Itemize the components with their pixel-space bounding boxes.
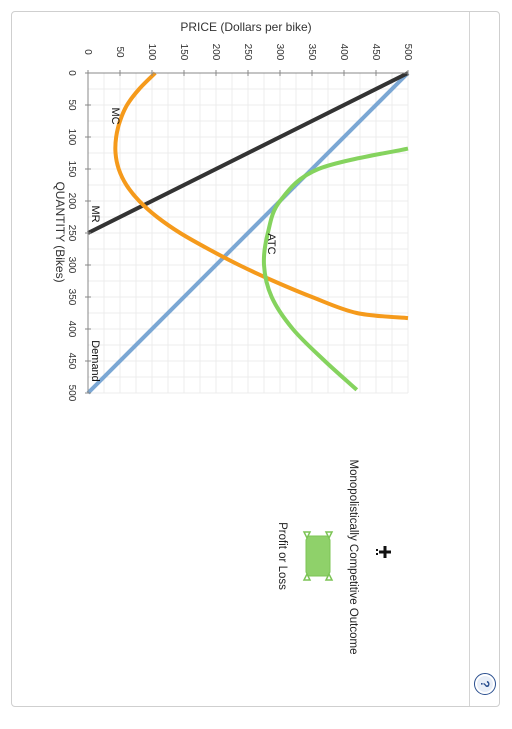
price-tick-label: 150 bbox=[178, 44, 189, 61]
curve-label-demand: Demand bbox=[89, 340, 101, 382]
chart-curves bbox=[86, 71, 410, 395]
quantity-tick-label: 100 bbox=[66, 129, 77, 146]
quantity-tick-label: 200 bbox=[66, 193, 77, 210]
price-tick-label: 500 bbox=[402, 44, 413, 61]
drag-tool-icon[interactable] bbox=[376, 546, 391, 558]
price-tick-label: 300 bbox=[274, 44, 285, 61]
curve-label-atc: ATC bbox=[265, 233, 277, 254]
help-button[interactable]: ? bbox=[474, 673, 496, 695]
quantity-tick-label: 400 bbox=[66, 321, 77, 338]
quantity-tick-label: 0 bbox=[66, 70, 77, 76]
chart-ticks: 0 50 100 150 200 250 300 350 400 450 500 0 50 100 150 2… bbox=[66, 44, 413, 402]
quantity-tick-label: 150 bbox=[66, 161, 77, 178]
price-tick-label: 100 bbox=[146, 44, 157, 61]
y-axis-label: PRICE (Dollars per bike) bbox=[180, 20, 311, 34]
help-icon: ? bbox=[477, 676, 493, 692]
price-tick-label: 50 bbox=[114, 46, 125, 58]
price-tick-label: 200 bbox=[210, 44, 221, 61]
price-tick-label: 450 bbox=[370, 44, 381, 61]
profit-loss-label: Profit or Loss bbox=[276, 522, 288, 590]
quantity-tick-label: 300 bbox=[66, 257, 77, 274]
panel-divider bbox=[469, 12, 470, 706]
tools-title: Monopolistically Competitive Outcome bbox=[347, 460, 359, 655]
curve-label-mc: MC bbox=[109, 107, 121, 124]
price-tick-label: 0 bbox=[82, 49, 93, 55]
graph-panel bbox=[11, 11, 500, 707]
quantity-tick-label: 50 bbox=[66, 99, 77, 111]
chart-labels: Demand MR MC ATC bbox=[89, 107, 277, 381]
curve-demand bbox=[86, 71, 410, 395]
curve-label-mr: MR bbox=[89, 205, 101, 222]
curve-mc bbox=[113, 71, 409, 321]
price-tick-label: 400 bbox=[338, 44, 349, 61]
quantity-tick-label: 350 bbox=[66, 289, 77, 306]
curve-atc bbox=[261, 146, 409, 392]
quantity-tick-label: 500 bbox=[66, 385, 77, 402]
price-tick-label: 250 bbox=[242, 44, 253, 61]
quantity-tick-label: 250 bbox=[66, 225, 77, 242]
curve-mr bbox=[87, 71, 409, 235]
price-tick-label: 350 bbox=[306, 44, 317, 61]
profit-area-tool-icon[interactable] bbox=[302, 531, 334, 581]
quantity-tick-label: 450 bbox=[66, 353, 77, 370]
x-axis-label: QUANTITY (Bikes) bbox=[53, 181, 67, 282]
